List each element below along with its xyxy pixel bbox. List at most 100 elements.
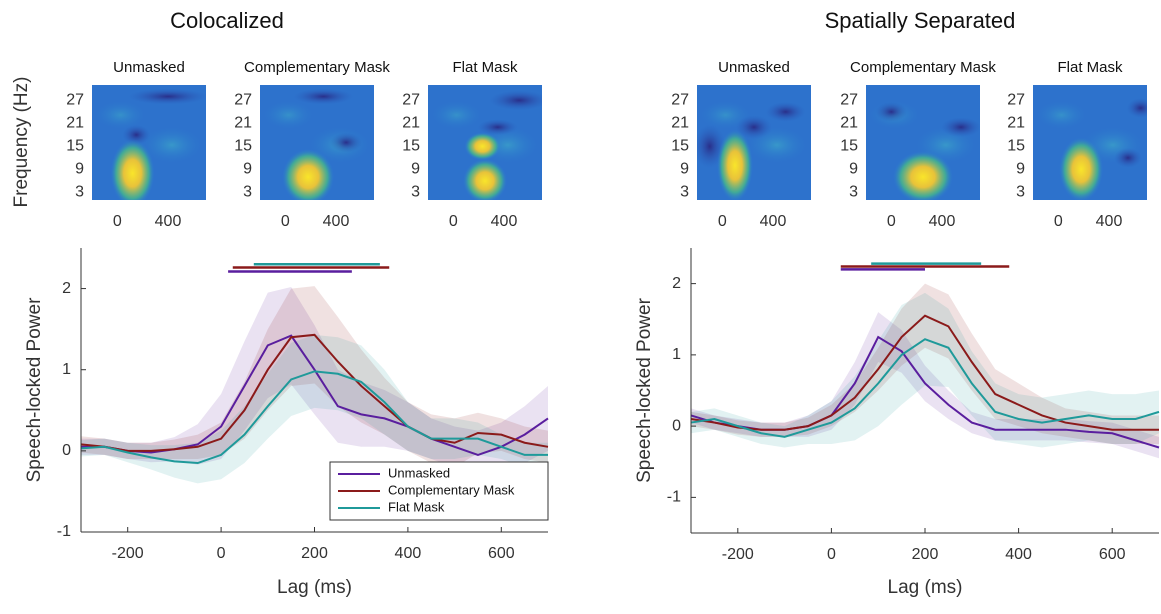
heatmap-texture [1036,101,1087,129]
heatmap-y-tick-label: 3 [849,184,858,201]
heatmap-y-tick-label: 21 [840,115,858,132]
y-tick-label: 2 [672,275,681,292]
series-line [690,338,1160,438]
heatmap-cold-spot [765,101,806,122]
heatmap-y-tick-label: 3 [680,184,689,201]
heatmap-y-tick-label: 27 [402,92,420,109]
heatmap-y-tick-label: 15 [66,138,84,155]
heatmap-texture [431,101,482,129]
x-tick-label: 0 [217,545,226,562]
heatmap-x-tick-label: 0 [1054,213,1063,230]
heatmap-cold-spot [1126,98,1147,118]
heatmap-y-tick-label: 21 [671,115,689,132]
series-line [80,333,549,452]
legend-label: Unmasked [388,465,450,480]
heatmap-cold-spot [941,117,980,138]
confidence-band [81,286,548,468]
heatmap-y-tick-label: 27 [234,92,252,109]
y-tick-label: 2 [62,280,71,297]
heatmap-hot-spot [1059,137,1104,200]
heatmap-cold-spot [293,88,354,105]
y-tick-label: 0 [62,442,71,459]
heatmap-y-tick-label: 3 [1016,184,1025,201]
y-tick-label: 1 [672,346,681,363]
heatmap-hot-spot [464,132,501,161]
heatmap-x-tick-label: 400 [491,213,518,230]
heatmap-y-tick-label: 3 [75,184,84,201]
x-tick-label: 400 [395,545,422,562]
heatmap-hot-spot [463,158,507,200]
heatmap-cold-spot [875,101,908,122]
x-tick-label: 600 [488,545,515,562]
heatmap-hot-spot [282,149,335,200]
heatmap-cold-spot [330,132,363,153]
heatmap [260,85,374,200]
confidence-band [81,286,548,480]
heatmap-y-tick-label: 15 [671,138,689,155]
heatmap-x-tick-label: 0 [281,213,290,230]
heatmap-x-tick-label: 0 [449,213,458,230]
y-tick-label: 1 [62,361,71,378]
heatmap [1033,85,1147,200]
heatmap-y-tick-label: 3 [411,184,420,201]
y-axis-label: Speech-locked Power [24,297,45,482]
heatmap-y-tick-label: 27 [66,92,84,109]
heatmap-cold-spot [489,90,542,111]
x-tick-label: 0 [827,546,836,563]
heatmap-y-tick-label: 27 [671,92,689,109]
series-line [81,334,549,456]
heatmap-texture [95,101,146,129]
confidence-band [691,292,1159,448]
heatmap-y-tick-label: 15 [402,138,420,155]
heatmap-y-tick-label: 3 [243,184,252,201]
heatmap-cold-spot [1114,147,1142,168]
heatmap-y-tick-label: 9 [1016,161,1025,178]
heatmap-title: Flat Mask [1057,59,1123,76]
heatmap-texture [141,127,202,163]
heatmap-y-tick-label: 15 [840,138,858,155]
heatmap-y-tick-label: 27 [840,92,858,109]
heatmap-hot-spot [110,139,155,200]
heatmap-x-tick-label: 400 [760,213,787,230]
heatmap [92,85,206,200]
legend-label: Flat Mask [388,499,445,514]
heatmap-x-tick-label: 400 [929,213,956,230]
heatmap-y-tick-label: 9 [680,161,689,178]
heatmap-y-label: Frequency (Hz) [11,77,32,208]
heatmap [697,85,811,200]
heatmap-x-tick-label: 400 [1096,213,1123,230]
heatmap-y-tick-label: 21 [1007,115,1025,132]
heatmap-cold-spot [736,115,772,140]
y-tick-label: -1 [57,523,71,540]
panel-title: Spatially Separated [825,8,1016,33]
heatmap-title: Unmasked [718,59,790,76]
heatmap-title: Complementary Mask [244,59,390,76]
heatmap-cold-spot [477,119,518,136]
heatmap-hot-spot [717,129,753,200]
legend-label: Complementary Mask [388,482,515,497]
heatmap-y-tick-label: 27 [1007,92,1025,109]
heatmap-x-tick-label: 0 [718,213,727,230]
heatmap-x-tick-label: 0 [887,213,896,230]
heatmap-y-tick-label: 21 [234,115,252,132]
y-tick-label: 0 [672,417,681,434]
heatmap-y-tick-label: 9 [411,161,420,178]
confidence-band [691,283,1159,444]
series-line [80,370,548,465]
heatmap-y-tick-label: 9 [75,161,84,178]
heatmap [866,85,980,200]
heatmap [428,85,542,200]
heatmap-y-tick-label: 9 [243,161,252,178]
heatmap-y-tick-label: 9 [849,161,858,178]
heatmap-texture [263,101,314,129]
heatmap-title: Complementary Mask [850,59,996,76]
x-axis-label: Lag (ms) [888,577,963,598]
x-axis-label: Lag (ms) [277,577,352,598]
heatmap-cold-spot [128,88,206,105]
heatmap-title: Flat Mask [452,59,518,76]
heatmap-y-tick-label: 15 [1007,138,1025,155]
panel-title: Colocalized [170,8,284,33]
heatmap-hot-spot [893,151,953,200]
heatmap-x-tick-label: 400 [155,213,182,230]
